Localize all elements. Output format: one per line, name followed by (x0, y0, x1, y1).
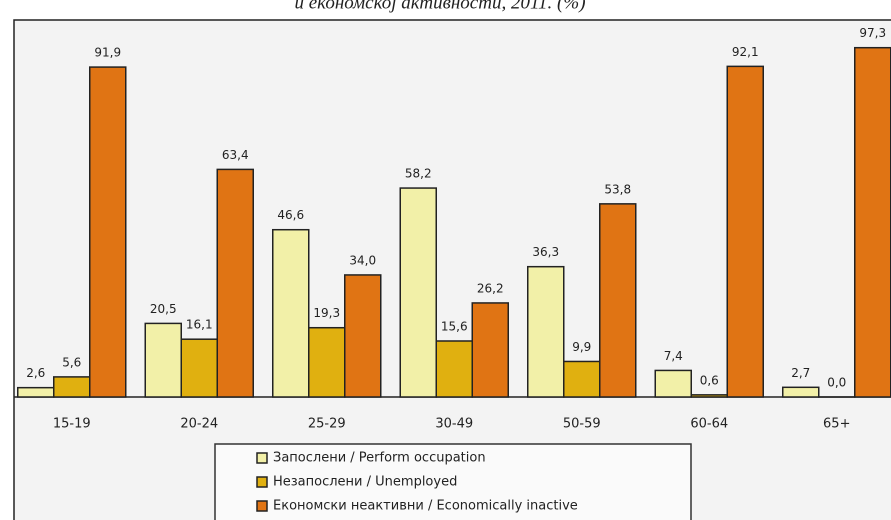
bar (144, 322, 182, 398)
bar (180, 338, 218, 398)
value-label: 53,8 (604, 182, 631, 196)
bar (399, 187, 437, 398)
bar (17, 386, 55, 398)
bar (599, 203, 637, 398)
value-label: 0,6 (700, 373, 719, 387)
x-tick-label: 15-19 (53, 417, 91, 432)
value-label: 0,0 (827, 376, 846, 390)
legend-label: Незапослени / Unemployed (273, 475, 457, 490)
x-tick-label: 50-59 (563, 417, 601, 432)
bar (563, 360, 601, 398)
value-label: 9,9 (572, 340, 591, 354)
bar (435, 340, 473, 398)
value-label: 46,6 (277, 208, 304, 222)
x-tick-label: 30-49 (435, 417, 473, 432)
value-label: 19,3 (313, 306, 340, 320)
value-label: 58,2 (405, 167, 432, 181)
legend-label: Запослени / Perform occupation (273, 451, 486, 466)
x-tick-label: 25-29 (308, 417, 346, 432)
legend-swatch (256, 500, 268, 512)
x-tick-label: 65+ (823, 417, 850, 432)
bar (89, 66, 127, 398)
bar (308, 326, 346, 398)
value-label: 5,6 (62, 355, 81, 369)
bar (216, 168, 254, 398)
value-label: 26,2 (477, 281, 504, 295)
value-label: 91,9 (94, 46, 121, 60)
value-label: 20,5 (150, 302, 177, 316)
value-label: 2,7 (791, 366, 810, 380)
value-label: 97,3 (859, 26, 886, 40)
value-label: 15,6 (441, 319, 468, 333)
value-label: 34,0 (349, 253, 376, 267)
value-label: 7,4 (664, 349, 683, 363)
value-label: 16,1 (186, 318, 213, 332)
legend-swatch (256, 476, 268, 488)
value-label: 63,4 (222, 148, 249, 162)
bar (654, 369, 692, 398)
value-label: 2,6 (26, 366, 45, 380)
legend (214, 443, 692, 520)
bar (726, 65, 764, 398)
bar (854, 46, 891, 398)
bar (53, 376, 91, 398)
bar (471, 302, 509, 398)
legend-label: Економски неактивни / Economically inact… (273, 499, 578, 514)
bar (690, 394, 728, 398)
bar (272, 228, 310, 398)
bar (782, 386, 820, 398)
value-label: 92,1 (732, 45, 759, 59)
x-tick-label: 60-64 (690, 417, 728, 432)
legend-swatch (256, 452, 268, 464)
value-label: 36,3 (532, 245, 559, 259)
x-tick-label: 20-24 (180, 417, 218, 432)
bar (527, 265, 565, 398)
chart-title: и економској активности, 2011. (%) (294, 0, 585, 13)
bar (344, 274, 382, 398)
